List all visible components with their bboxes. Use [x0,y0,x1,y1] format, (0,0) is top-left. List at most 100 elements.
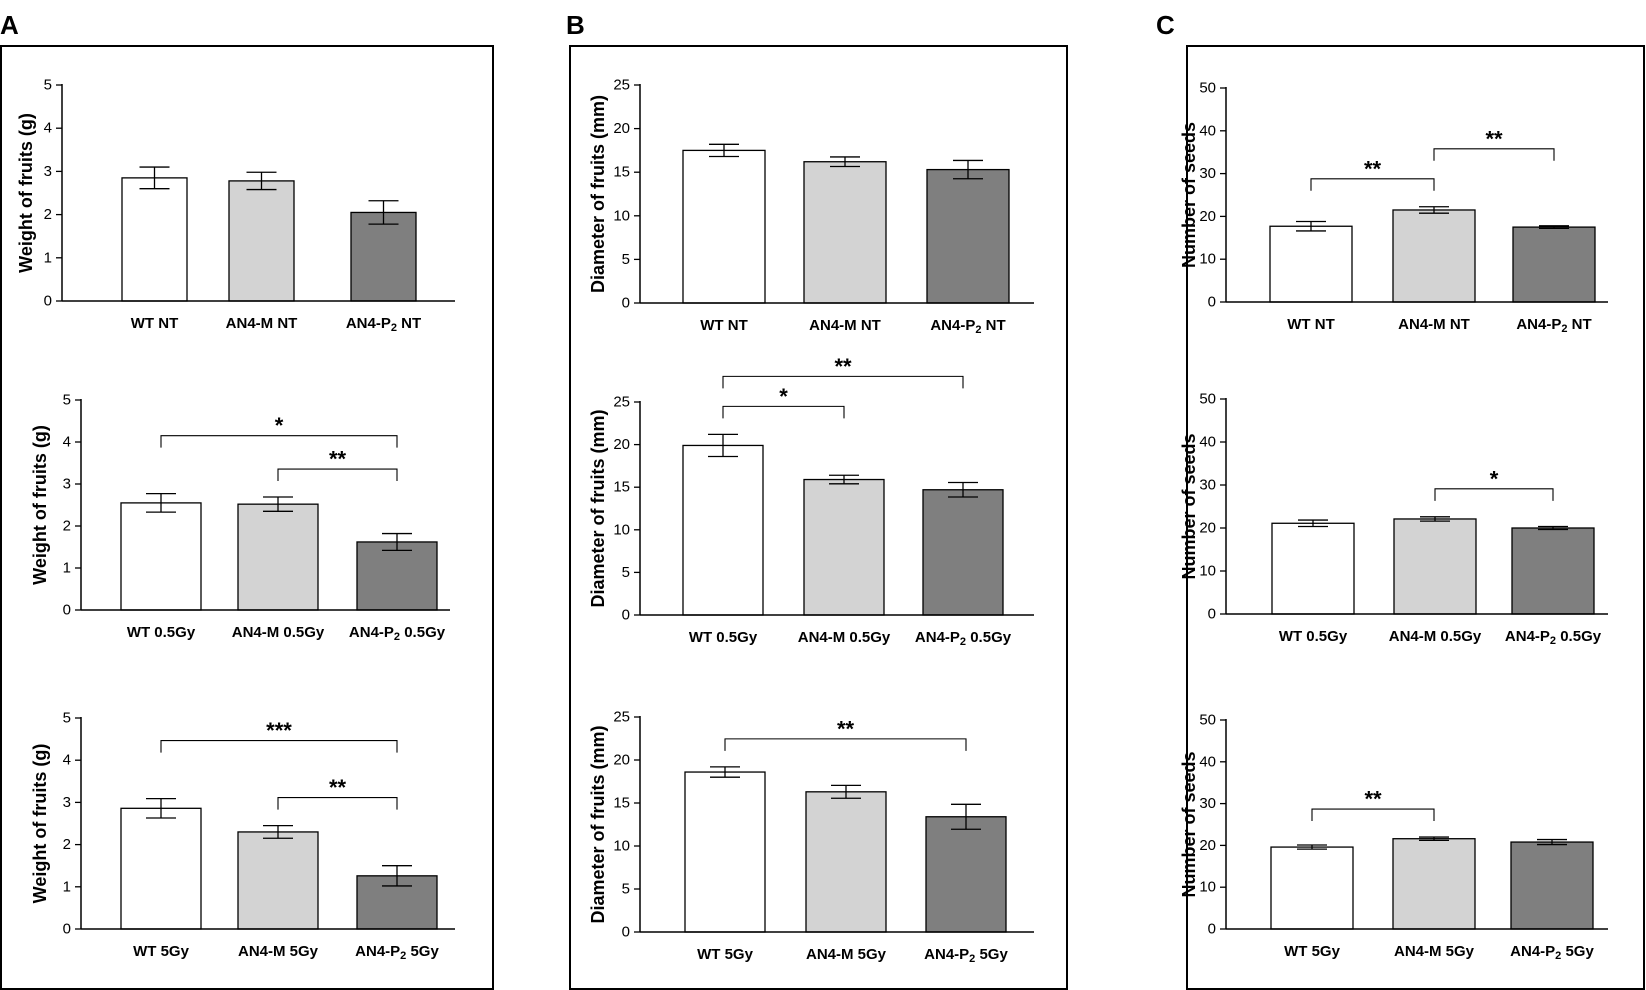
y-axis-label: Number of seeds [1179,122,1199,268]
error-bar [709,143,739,158]
bar [228,180,295,302]
bar [356,541,438,611]
significance-bracket: ** [724,716,967,751]
y-tick-label: 50 [1199,391,1216,408]
y-tick-label: 10 [613,521,630,538]
significance-label: ** [837,716,855,741]
x-tick-label: AN4-P2 0.5Gy [915,629,1012,649]
y-axis-label: Weight of fruits (g) [30,744,50,904]
y-tick-label: 50 [1199,80,1216,97]
panel-frame [569,45,1068,990]
chart: 0 5 10 15 20 25 WT NT AN4-M NT AN4-P2 NT Diameter… [588,77,1034,336]
y-tick-label: 0 [1208,921,1216,938]
y-tick-label: 30 [1199,165,1216,182]
significance-label: * [779,384,788,409]
error-bar [1538,525,1568,531]
bar [682,444,764,616]
x-tick-label: WT NT [1287,316,1334,333]
error-bar [1419,206,1449,214]
y-tick-label: 0 [622,607,630,624]
y-tick-label: 15 [613,164,630,181]
y-axis-label: Diameter of fruits (mm) [588,725,608,923]
bar [237,831,319,930]
y-tick-label: 30 [1199,795,1216,812]
bar [803,161,887,304]
y-tick-label: 1 [63,560,71,577]
y-tick-label: 5 [63,710,71,727]
bracket-line [277,468,398,482]
y-tick-label: 20 [613,752,630,769]
y-tick-label: 40 [1199,434,1216,451]
y-axis-label: Number of seeds [1179,751,1199,897]
y-tick-label: 0 [63,602,71,619]
y-tick-label: 5 [622,564,630,581]
y-tick-label: 40 [1199,122,1216,139]
panel-label: A [0,10,19,40]
bar [805,791,887,933]
error-bar [146,797,176,819]
x-tick-label: AN4-M NT [809,317,881,334]
y-tick-label: 0 [622,924,630,941]
error-bar [368,200,399,225]
chart: 0 10 20 30 40 50 WT 0.5Gy AN4-M 0.5Gy AN4-P2 0.5… [1179,391,1608,647]
x-tick-label: AN4-P2 0.5Gy [349,624,446,644]
bar [684,771,766,933]
error-bar [1420,516,1450,522]
bar [237,503,319,611]
error-bar [1537,838,1567,846]
y-tick-label: 20 [1199,208,1216,225]
error-bar [948,481,978,498]
y-tick-label: 50 [1199,712,1216,729]
significance-label: ** [1485,126,1503,151]
significance-bracket: * [722,384,845,419]
bar [120,807,202,930]
x-tick-label: AN4-M 0.5Gy [1389,628,1482,645]
bracket-line [1433,148,1555,161]
significance-label: ** [1364,787,1382,812]
y-tick-label: 5 [63,392,71,409]
bar [926,168,1010,304]
y-tick-label: 10 [1199,563,1216,580]
y-tick-label: 25 [613,709,630,726]
bar [925,816,1007,933]
significance-label: ** [329,775,347,800]
y-tick-label: 2 [44,206,52,223]
error-bar [1296,220,1326,232]
error-bar [263,496,293,512]
bracket-line [277,797,398,810]
error-bar [139,166,170,190]
y-tick-label: 20 [613,436,630,453]
bar [1512,226,1596,303]
x-tick-label: AN4-M NT [226,315,298,332]
x-tick-label: AN4-M 0.5Gy [798,629,891,646]
y-tick-label: 10 [1199,251,1216,268]
y-tick-label: 0 [1208,606,1216,623]
y-tick-label: 15 [613,795,630,812]
x-tick-label: WT 5Gy [697,946,753,963]
y-tick-label: 4 [63,434,71,451]
error-bar [953,159,983,180]
bar [922,489,1004,616]
y-tick-label: 3 [63,476,71,493]
bar [1392,209,1476,303]
y-tick-label: 0 [1208,294,1216,311]
significance-bracket: ** [722,354,964,389]
y-tick-label: 40 [1199,753,1216,770]
error-bar [1419,836,1449,842]
error-bar [831,784,861,799]
chart: 0 5 10 15 20 25 WT 0.5Gy AN4-M 0.5Gy AN4-P2 0.5G… [588,354,1034,648]
chart: 0 1 2 3 4 5 WT 0.5Gy AN4-M 0.5Gy AN4-P2 0.5Gy Wei… [30,392,450,644]
y-tick-label: 1 [63,878,71,895]
y-axis-label: Number of seeds [1179,433,1199,579]
x-tick-label: AN4-P2 NT [1516,316,1591,336]
chart: 0 5 10 15 20 25 WT 5Gy AN4-M 5Gy AN4-P2 5Gy Diame… [588,709,1034,965]
bar [1511,527,1595,615]
significance-bracket: * [160,413,398,448]
error-bar [382,532,412,552]
y-tick-label: 20 [1199,520,1216,537]
panel-frame [0,45,494,990]
significance-label: ** [329,447,347,472]
bracket-line [724,738,967,751]
error-bar [382,865,412,887]
bar [1269,225,1353,303]
